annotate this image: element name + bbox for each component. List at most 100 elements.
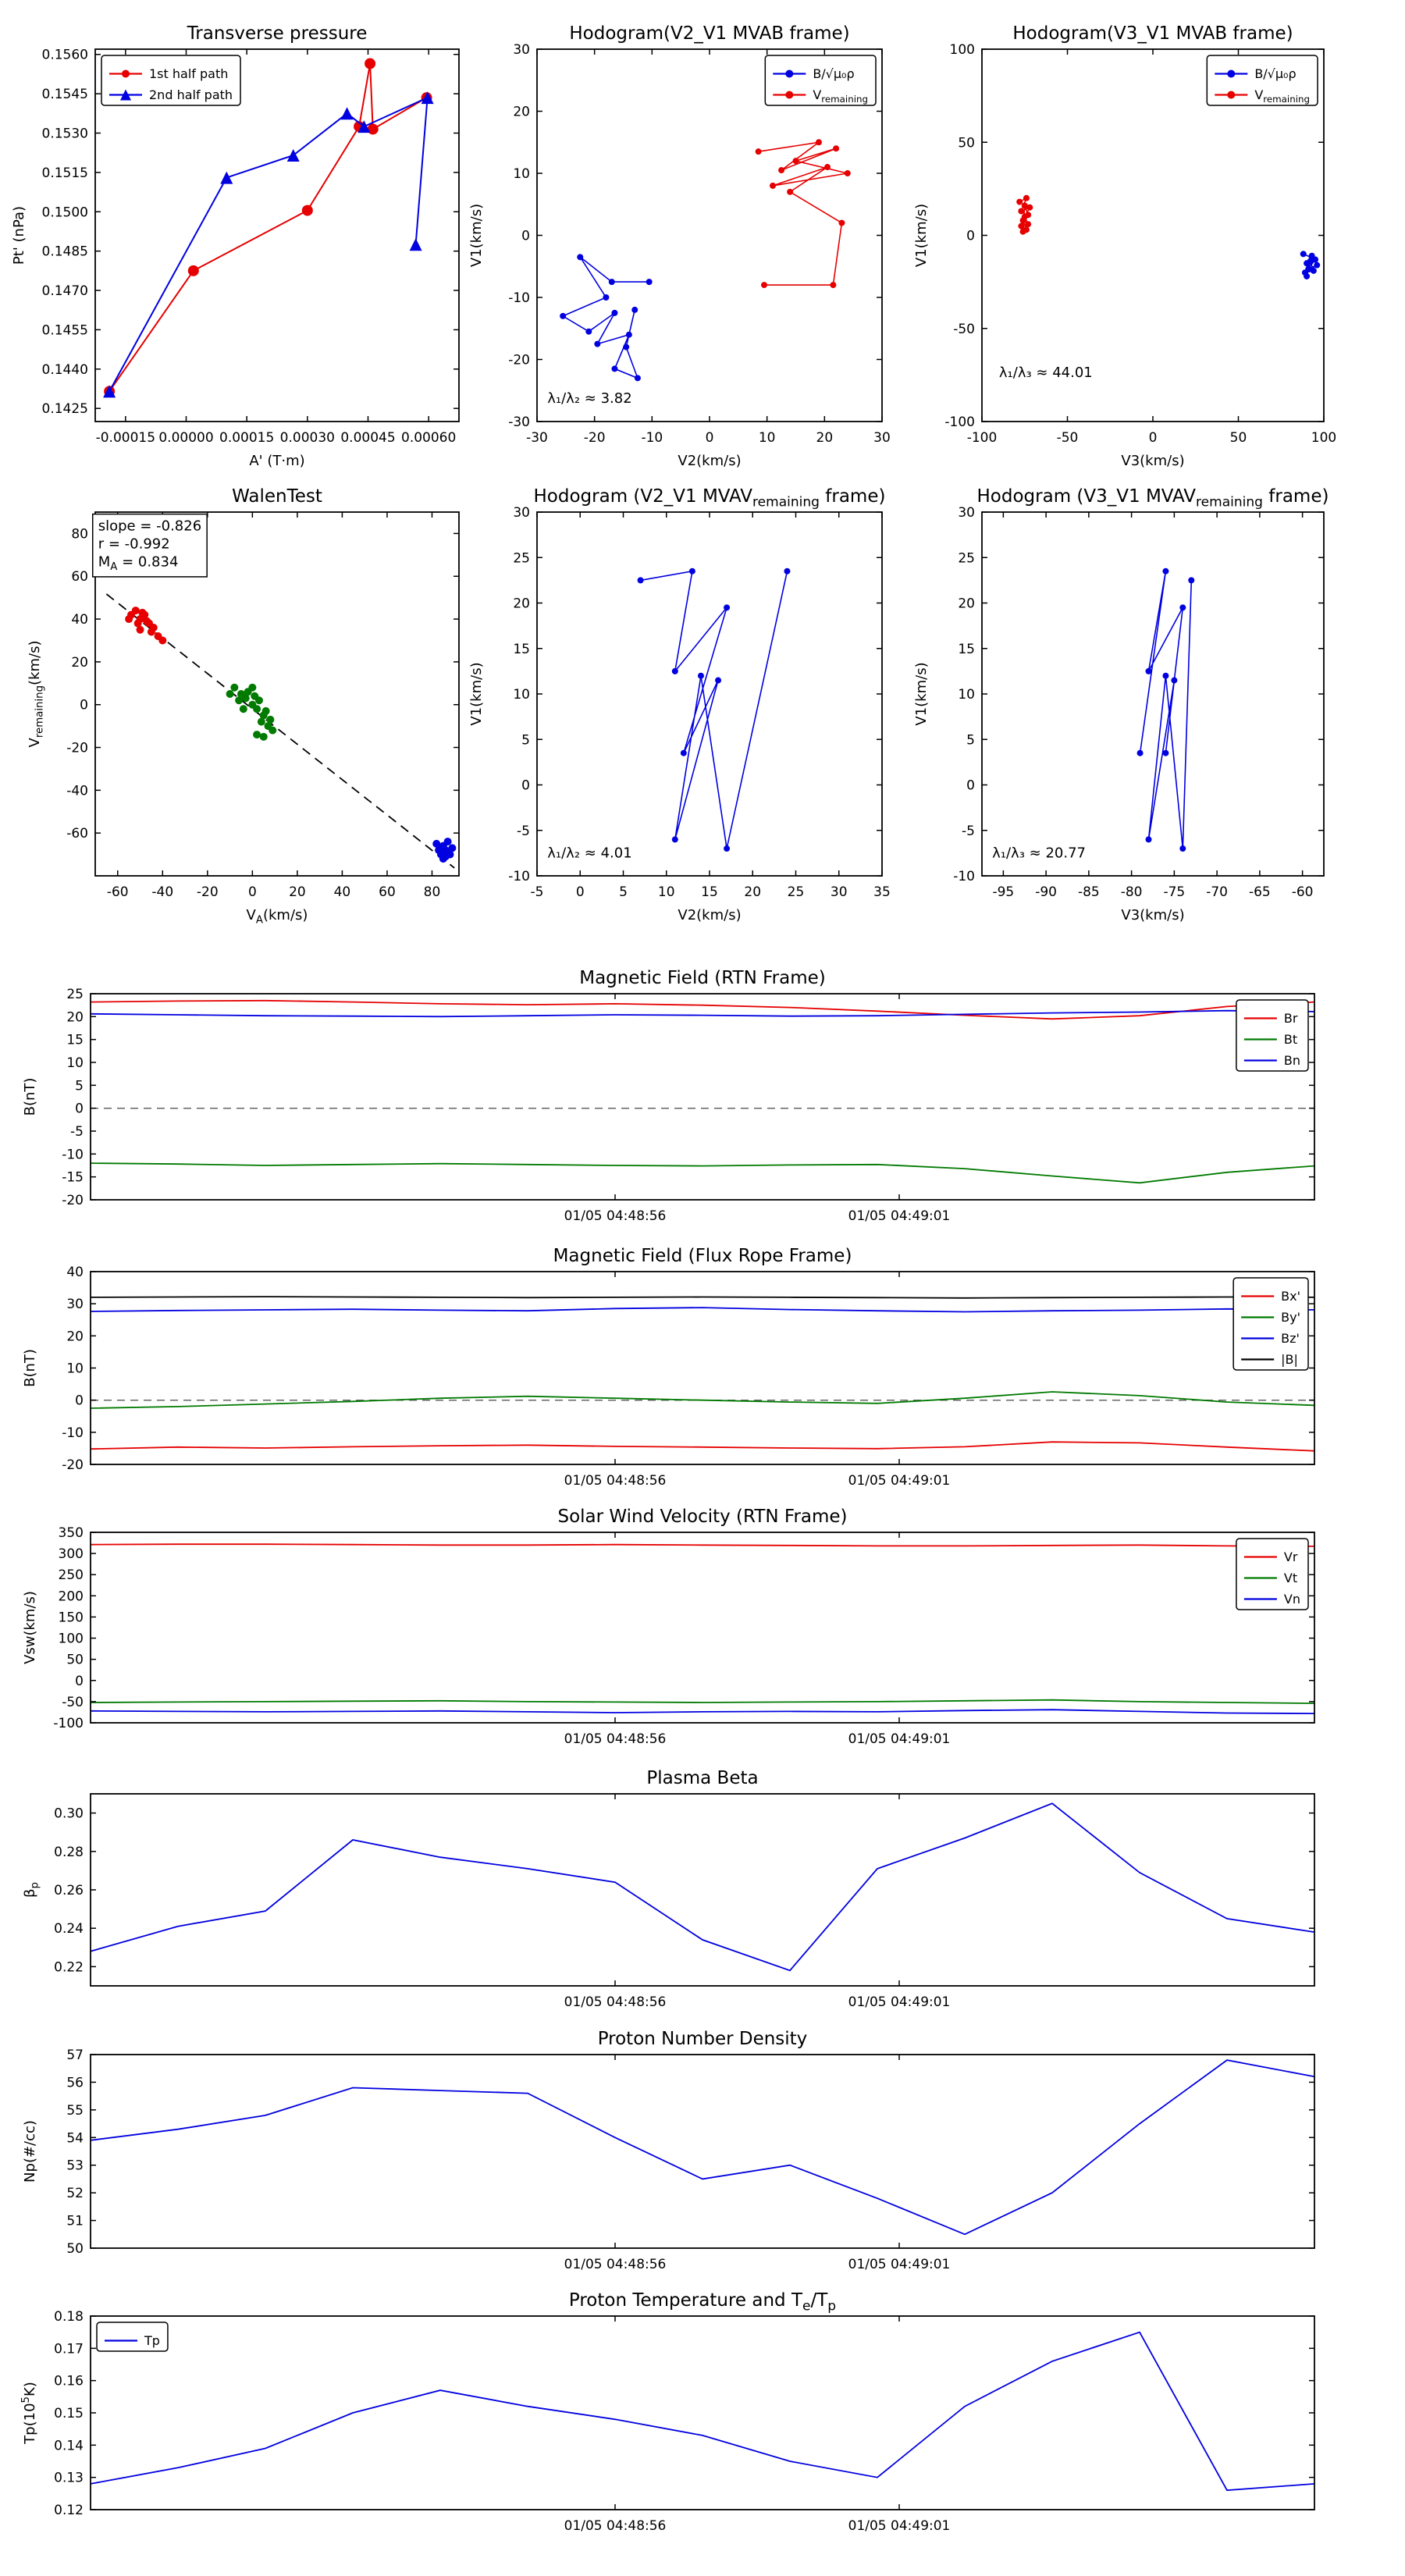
dot-marker (1023, 194, 1030, 201)
series-Vn (91, 1709, 1314, 1715)
y-tick-label: 20 (66, 1329, 84, 1344)
x-tick-label: 50 (1230, 430, 1247, 446)
y-tick-label: -50 (62, 1695, 84, 1710)
dot-marker (1021, 202, 1028, 209)
dot-marker (1018, 222, 1025, 229)
y-tick-label: 15 (513, 642, 530, 657)
series-Np (91, 2059, 1314, 2236)
x-tick-label: 01/05 04:48:56 (564, 1731, 667, 1747)
dot-marker (760, 282, 767, 289)
chart-magnetic-field-flux-rope: 01/05 04:48:56 01/05 04:49:01 -20 -10 0 10 20 3… (22, 1246, 1315, 1489)
dot-marker (778, 167, 785, 174)
y-tick-label: 0.14 (54, 2438, 84, 2453)
y-tick-label: 57 (66, 2048, 84, 2063)
dot-marker (1300, 251, 1307, 258)
x-tick-label: 5 (619, 884, 628, 900)
dot-marker (787, 188, 794, 195)
chart-title: Proton Temperature and Te/Tp (569, 2290, 836, 2314)
dot-marker (1145, 667, 1152, 674)
x-tick-label: -95 (992, 884, 1014, 900)
x-tick-label: 80 (424, 884, 441, 900)
y-tick-label: 0.1545 (42, 87, 88, 102)
y-tick-label: 150 (59, 1610, 84, 1625)
y-tick-label: 10 (513, 166, 530, 182)
dot-marker (1179, 845, 1186, 852)
dot-marker (1308, 252, 1315, 259)
dot-marker (838, 219, 845, 226)
chart-walen-test: -60 -40 -20 0 20 40 60 80 -60 -40 -20 0 20 40 60 80 Wale… (27, 486, 460, 926)
y-tick-label: 0.30 (54, 1806, 84, 1822)
chart-hodogram-v3v1-mvav: -95 -90 -85 -80 -75 -70 -65 -60 -10 -5 0 5 10 15 20 25 3… (913, 486, 1329, 923)
x-axis-label: V3(km/s) (1121, 907, 1184, 923)
series-path-blue (1139, 571, 1193, 849)
x-tick-label: 01/05 04:48:56 (564, 2518, 667, 2534)
dot-marker (611, 365, 618, 372)
series-Bt (91, 1162, 1314, 1184)
triangle-marker (409, 238, 422, 251)
y-tick-label: 0 (75, 1101, 84, 1117)
y-tick-label: 0.26 (54, 1883, 84, 1898)
annotation-box (91, 513, 208, 578)
x-axis-label: V2(km/s) (678, 907, 741, 923)
y-axis-label: Vremaining(km/s) (27, 640, 45, 747)
x-tick-label: 20 (289, 884, 306, 900)
y-axis-label: V1(km/s) (913, 662, 930, 725)
x-tick-label: 0.00060 (401, 430, 456, 446)
legend: Br Bt Bn (1236, 999, 1309, 1072)
y-tick-label: 200 (59, 1589, 84, 1604)
axes-frame (90, 1532, 1315, 1724)
dot-marker (239, 705, 247, 713)
series-B-over-sqrt-mu0-rho (561, 256, 649, 379)
chart-title: Plasma Beta (646, 1768, 758, 1788)
x-tick-label: 35 (873, 884, 891, 900)
x-tick-label: 0.00015 (219, 430, 274, 446)
y-tick-label: -30 (508, 415, 530, 430)
x-tick-label: 10 (658, 884, 675, 900)
y-tick-label: 5 (521, 732, 530, 748)
x-tick-label: -100 (967, 430, 998, 446)
x-tick-label: -60 (107, 884, 129, 900)
annotation-text: λ₁/λ₃ ≈ 20.77 (992, 845, 1086, 862)
y-axis-label: V1(km/s) (468, 662, 485, 725)
y-tick-label: 0.12 (54, 2503, 84, 2518)
triangle-marker (220, 171, 233, 184)
y-tick-label: 51 (66, 2214, 84, 2229)
y-tick-label: 0 (521, 778, 530, 794)
axes-frame (94, 511, 460, 877)
annotation-text: λ₁/λ₂ ≈ 4.01 (547, 845, 631, 862)
chart-magnetic-field-rtn: 01/05 04:48:56 01/05 04:49:01 -20 -15 -10 -5 0… (22, 968, 1315, 1224)
x-tick-label: -80 (1121, 884, 1143, 900)
y-tick-label: 60 (71, 569, 88, 585)
y-tick-label: -5 (70, 1124, 84, 1140)
y-tick-label: -20 (62, 1457, 84, 1473)
series-Bx-prime (91, 1441, 1314, 1452)
x-tick-label: 0 (576, 884, 585, 900)
dot-marker (671, 667, 678, 674)
dot-marker (671, 836, 678, 843)
legend-label: Br (1284, 1011, 1298, 1026)
dot-marker (824, 164, 831, 171)
annotation: λ₁/λ₃ ≈ 20.77 (992, 845, 1086, 862)
dot-marker (251, 692, 259, 700)
triangle-marker (120, 89, 131, 101)
y-tick-label: 0 (521, 229, 530, 244)
x-tick-label: -20 (197, 884, 219, 900)
y-tick-label: 20 (513, 105, 530, 120)
x-tick-label: 01/05 04:49:01 (848, 1731, 951, 1747)
plot-area (103, 58, 434, 398)
axes-frame (536, 511, 883, 877)
x-tick-label: 30 (831, 884, 848, 900)
x-axis-label: A' (T·m) (249, 453, 304, 469)
chart-proton-number-density: 01/05 04:48:56 01/05 04:49:01 50 51 52 53 54 55… (22, 2029, 1315, 2272)
legend-label: B/√μ₀ρ (1254, 66, 1296, 81)
x-tick-label: -75 (1163, 884, 1185, 900)
plot-area (1136, 568, 1195, 852)
y-tick-label: 50 (66, 2241, 84, 2257)
dot-marker (226, 690, 234, 698)
axes-frame (90, 1793, 1315, 1987)
legend-label: Vn (1284, 1592, 1300, 1606)
y-axis-label: Vsw(km/s) (22, 1591, 38, 1664)
series-B-magnitude (91, 1296, 1314, 1299)
legend-box (101, 55, 241, 106)
y-tick-label: 0.16 (54, 2374, 84, 2389)
